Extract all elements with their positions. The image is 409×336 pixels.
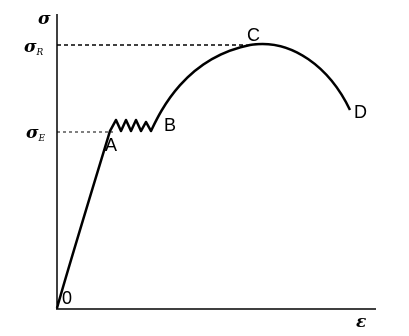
point-label: C — [247, 25, 260, 45]
ultimate-stress-label: σR — [24, 37, 44, 58]
y-axis-label: σ — [38, 9, 51, 29]
symbol: σ — [24, 37, 37, 57]
x-axis-label: ε — [356, 312, 366, 332]
symbol: σ — [26, 123, 39, 143]
subscript: E — [38, 134, 46, 144]
origin-label: 0 — [62, 288, 72, 308]
elastic-stress-label: σE — [26, 123, 46, 144]
point-label: A — [105, 135, 117, 155]
subscript: R — [36, 48, 44, 58]
point-label: D — [354, 102, 367, 122]
curve — [55, 42, 352, 309]
point-label: B — [164, 115, 176, 135]
